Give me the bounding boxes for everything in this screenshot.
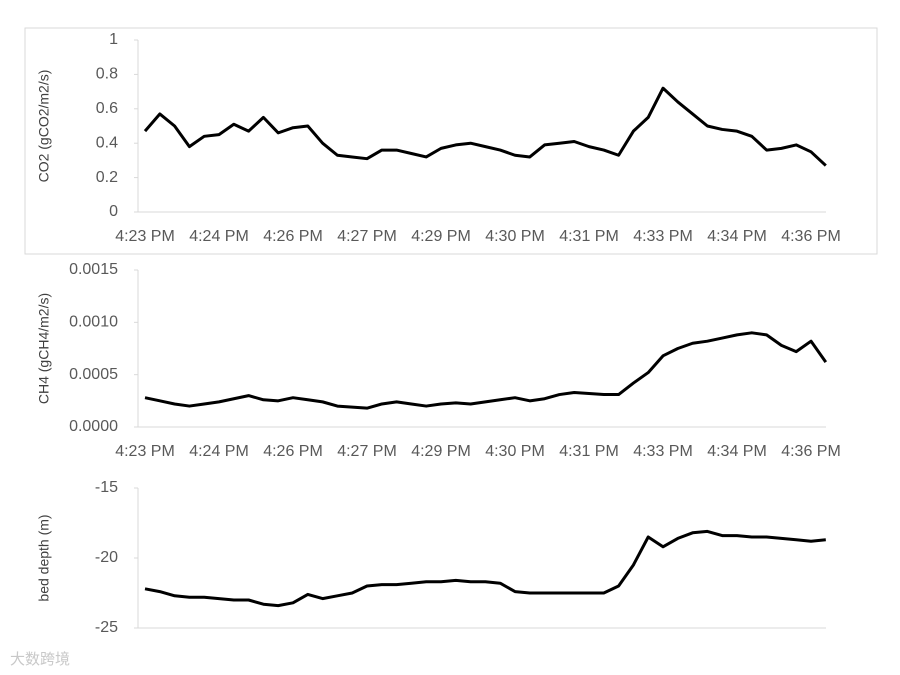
y-tick-label: 1: [109, 31, 118, 48]
data-line: [143, 86, 827, 167]
x-tick-label: 4:31 PM: [559, 443, 619, 460]
x-tick-label: 4:29 PM: [411, 228, 471, 245]
data-line: [144, 331, 828, 410]
y-tick-label: 0.0010: [69, 314, 118, 331]
x-tick-label: 4:30 PM: [485, 228, 545, 245]
y-axis-title: CH4 (gCH4/m2/s): [36, 293, 52, 404]
x-tick-label: 4:36 PM: [781, 443, 841, 460]
data-line: [144, 529, 826, 608]
x-tick-label: 4:27 PM: [337, 443, 397, 460]
y-tick-label: 0.8: [96, 66, 118, 83]
x-tick-label: 4:29 PM: [411, 443, 471, 460]
x-tick-label: 4:34 PM: [707, 228, 767, 245]
y-tick-label: 0.0015: [69, 261, 118, 278]
y-tick-label: 0.4: [96, 134, 118, 151]
x-tick-label: 4:31 PM: [559, 228, 619, 245]
y-tick-label: 0: [109, 203, 118, 220]
x-tick-label: 4:36 PM: [781, 228, 841, 245]
y-tick-label: -15: [95, 479, 118, 496]
x-tick-label: 4:26 PM: [263, 228, 323, 245]
y-axis-title: CO2 (gCO2/m2/s): [36, 70, 52, 183]
x-tick-label: 4:27 PM: [337, 228, 397, 245]
x-tick-label: 4:30 PM: [485, 443, 545, 460]
x-tick-label: 4:33 PM: [633, 443, 693, 460]
x-tick-label: 4:23 PM: [115, 228, 175, 245]
y-tick-label: -20: [95, 549, 118, 566]
y-tick-label: 0.0000: [69, 418, 118, 435]
x-tick-label: 4:26 PM: [263, 443, 323, 460]
panel-border: [24, 27, 878, 255]
y-axis-title: bed depth (m): [36, 514, 52, 601]
watermark: 大数跨境: [10, 650, 70, 668]
y-tick-label: 0.2: [96, 169, 118, 186]
y-tick-label: 0.6: [96, 100, 118, 117]
x-tick-label: 4:23 PM: [115, 443, 175, 460]
y-tick-label: 0.0005: [69, 366, 118, 383]
x-tick-label: 4:24 PM: [189, 443, 249, 460]
x-tick-label: 4:34 PM: [707, 443, 767, 460]
y-tick-label: -25: [95, 619, 118, 636]
x-tick-label: 4:33 PM: [633, 228, 693, 245]
x-tick-label: 4:24 PM: [189, 228, 249, 245]
